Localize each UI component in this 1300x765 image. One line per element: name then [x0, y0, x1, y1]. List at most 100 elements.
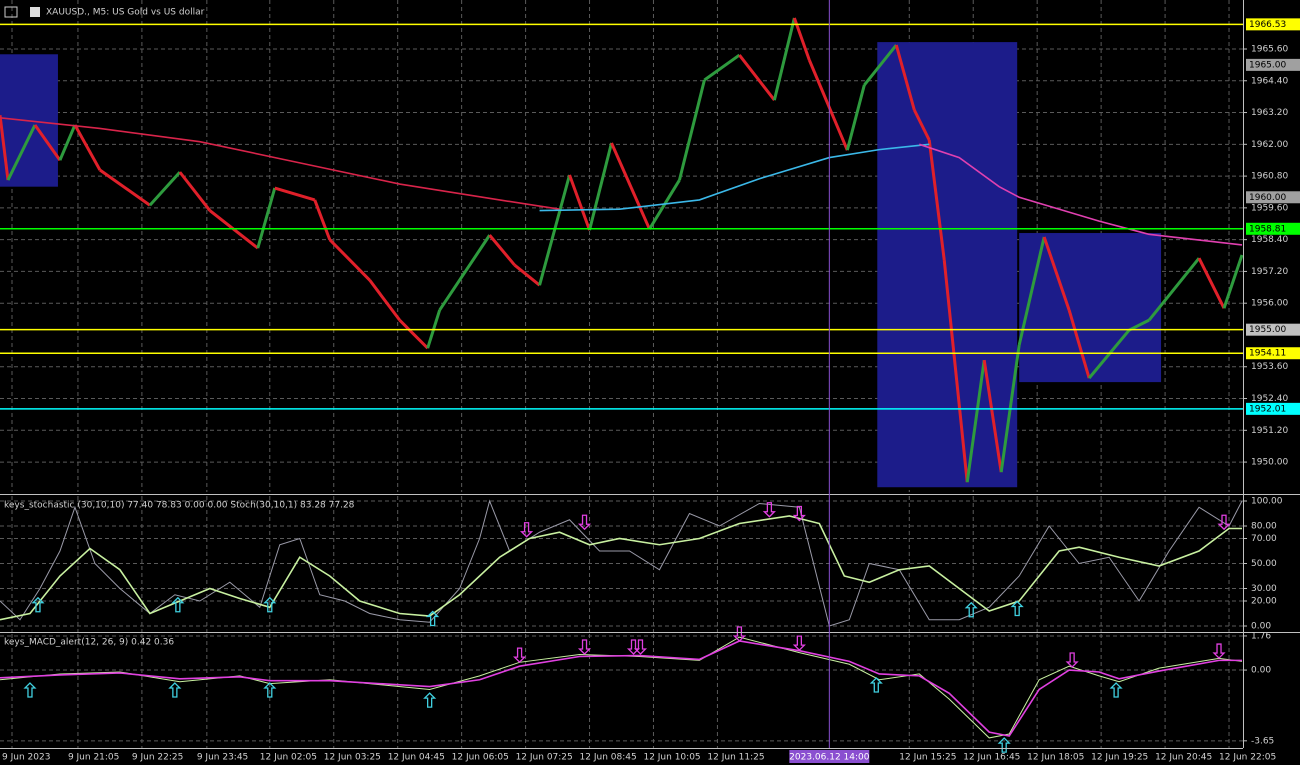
- y-tick-label: 50.00: [1251, 559, 1277, 569]
- price-segment: [488, 234, 516, 267]
- indicator-title: keys_MACD_alert(12, 26, 9) 0.42 0.36: [4, 638, 174, 648]
- price-segment: [568, 174, 591, 231]
- price-segment: [33, 124, 62, 162]
- y-tick-label: 1957.20: [1251, 267, 1288, 277]
- price-segment: [313, 199, 332, 241]
- signal-arrow: [520, 522, 534, 538]
- signal-arrow: [23, 682, 37, 698]
- price-segment: [894, 44, 916, 111]
- x-tick-label: 12 Jun 16:45: [963, 753, 1020, 763]
- price-segment: [274, 186, 316, 202]
- level-label: 1952.01: [1249, 404, 1286, 414]
- signal-arrow: [1010, 600, 1024, 617]
- price-segment: [863, 44, 898, 86]
- price-segment: [148, 171, 181, 207]
- chart-icon: [4, 6, 18, 18]
- signal-arrow: [997, 737, 1011, 753]
- y-tick-label: -3.65: [1251, 736, 1274, 746]
- price-segment: [965, 359, 986, 483]
- price-segment: [256, 187, 277, 249]
- signal-arrow: [1212, 643, 1226, 659]
- signal-arrow: [426, 610, 440, 627]
- signal-arrow: [31, 596, 45, 613]
- price-segment: [1128, 318, 1150, 332]
- x-tick-label: 12 Jun 04:45: [388, 753, 445, 763]
- price-segment: [6, 124, 37, 181]
- level-label-box: [1246, 323, 1300, 336]
- signal-arrow: [1217, 514, 1231, 531]
- x-tick-label: 12 Jun 08:45: [580, 753, 637, 763]
- price-segment: [1087, 329, 1131, 380]
- x-tick-label: 12 Jun 06:05: [452, 753, 509, 763]
- price-segment: [1197, 257, 1226, 309]
- level-label-box: [1246, 402, 1300, 415]
- level-label-box: [1246, 347, 1300, 360]
- signal-arrow: [577, 514, 592, 531]
- signal-arrow: [762, 502, 776, 518]
- price-segment: [807, 59, 849, 151]
- price-segment: [677, 79, 706, 181]
- price-segment: [99, 168, 151, 207]
- indicator-line: [0, 499, 1243, 627]
- indicator-line: [0, 117, 560, 210]
- y-tick-label: 1952.40: [1251, 394, 1288, 404]
- x-tick-label: 9 Jun 22:25: [132, 753, 183, 763]
- price-segment: [1147, 257, 1201, 322]
- zone: [1019, 233, 1162, 383]
- signal-arrow: [732, 626, 746, 642]
- price-segment: [912, 109, 931, 141]
- level-label-box: [1246, 191, 1300, 204]
- level-label: 1954.11: [1249, 349, 1286, 359]
- y-tick-label: 1962.00: [1251, 140, 1288, 150]
- x-tick-label: 12 Jun 19:25: [1091, 753, 1148, 763]
- x-tick-label: 9 Jun 2023: [2, 753, 50, 763]
- signal-arrow: [168, 682, 182, 698]
- indicator-title: keys_stochastic (30,10,10) 77.40 78.83 0…: [4, 501, 355, 511]
- level-label: 1955.00: [1249, 325, 1286, 335]
- x-tick-label: 12 Jun 07:25: [516, 753, 573, 763]
- x-tick-label: 12 Jun 11:25: [707, 753, 764, 763]
- level-label-box: [1246, 58, 1300, 71]
- level-label: 1966.53: [1249, 20, 1286, 30]
- signal-arrow: [513, 647, 527, 664]
- x-tick-label: 12 Jun 03:25: [324, 753, 381, 763]
- signal-arrow: [792, 635, 806, 652]
- price-segment: [368, 279, 401, 322]
- y-tick-label: 70.00: [1251, 534, 1277, 544]
- y-tick-label: 1956.00: [1251, 299, 1288, 309]
- y-tick-label: 20.00: [1251, 597, 1277, 607]
- price-segment: [178, 171, 212, 212]
- indicator-line: [919, 143, 1243, 246]
- price-segment: [738, 54, 776, 102]
- signal-arrow: [964, 601, 978, 618]
- price-segment: [398, 319, 429, 350]
- signal-arrow: [1109, 682, 1123, 698]
- x-tick-label: 12 Jun 20:45: [1155, 753, 1212, 763]
- price-segment: [927, 139, 946, 261]
- signal-arrow: [869, 677, 883, 693]
- price-segment: [1067, 309, 1091, 379]
- indicator-line: [0, 515, 1242, 621]
- y-tick-label: 100.00: [1251, 497, 1283, 507]
- signal-arrow: [263, 682, 277, 698]
- cursor-label-box: [789, 750, 870, 763]
- signal-arrow: [792, 505, 806, 522]
- y-tick-label: 1965.60: [1251, 44, 1288, 54]
- price-segment: [538, 174, 571, 286]
- price-segment: [772, 17, 796, 101]
- price-segment: [588, 142, 613, 231]
- signal-arrow: [171, 596, 185, 613]
- x-tick-label: 12 Jun 15:25: [899, 753, 956, 763]
- level-label-box: [1246, 222, 1300, 235]
- x-tick-label: 9 Jun 23:45: [197, 753, 248, 763]
- symbol-icon: [30, 7, 40, 17]
- x-tick-label: 12 Jun 22:05: [1219, 753, 1276, 763]
- y-tick-label: 80.00: [1251, 522, 1277, 532]
- y-tick-label: 1963.20: [1251, 108, 1288, 118]
- price-segment: [942, 259, 969, 483]
- price-segment: [513, 263, 541, 287]
- x-tick-label: 12 Jun 10:05: [643, 753, 700, 763]
